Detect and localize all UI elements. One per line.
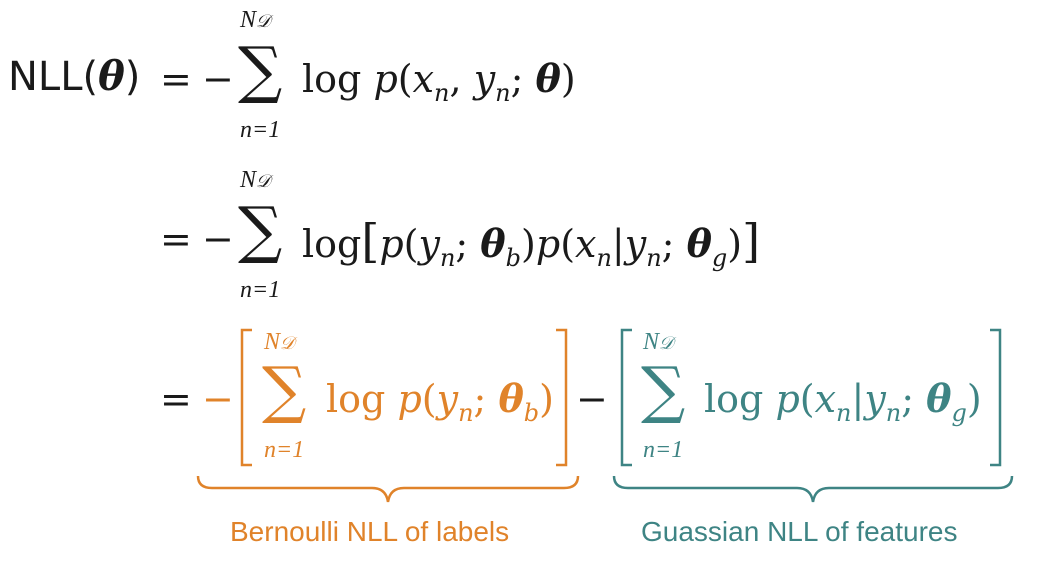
sum-upper-limit: N𝒟 — [240, 167, 271, 193]
equals-sign: = — [160, 377, 192, 421]
bernoulli-label: Bernoulli NLL of labels — [230, 516, 510, 547]
summation-symbol-orange: ∑ — [262, 353, 307, 426]
log-product-expression: log[p(yn; θb)p(xn|yn; θg)] — [302, 214, 761, 272]
right-bracket-orange — [556, 328, 568, 467]
sum-upper-limit-orange: N𝒟 — [264, 329, 295, 355]
sum-lower-limit: n=1 — [240, 277, 281, 303]
summation-symbol-teal: ∑ — [641, 353, 686, 426]
minus-sign: − — [576, 377, 608, 421]
left-bracket-teal — [620, 328, 632, 467]
right-bracket-teal — [990, 328, 1002, 467]
nll-label: NLL(θ) — [8, 53, 141, 100]
minus-sign-orange: − — [202, 377, 234, 421]
bernoulli-term: log p(yn; θb) — [326, 376, 554, 427]
sum-lower-limit: n=1 — [240, 117, 281, 143]
underbrace-orange — [196, 475, 580, 503]
minus-sign: − — [202, 217, 234, 261]
summation-symbol: ∑ — [238, 193, 283, 266]
gaussian-term: log p(xn|yn; θg) — [704, 376, 982, 427]
underbrace-teal — [612, 475, 1014, 503]
sum-lower-limit-teal: n=1 — [643, 437, 684, 463]
minus-sign: − — [202, 57, 234, 101]
sum-lower-limit-orange: n=1 — [264, 437, 305, 463]
log-expression: log p(xn, yn; θ) — [302, 56, 576, 107]
equals-sign: = — [160, 217, 192, 261]
gaussian-label: Guassian NLL of features — [641, 516, 958, 547]
sum-upper-limit: N𝒟 — [240, 7, 271, 33]
summation-symbol: ∑ — [238, 33, 283, 106]
sum-upper-limit-teal: N𝒟 — [643, 329, 674, 355]
left-bracket-orange — [240, 328, 252, 467]
equals-sign: = — [160, 57, 192, 101]
